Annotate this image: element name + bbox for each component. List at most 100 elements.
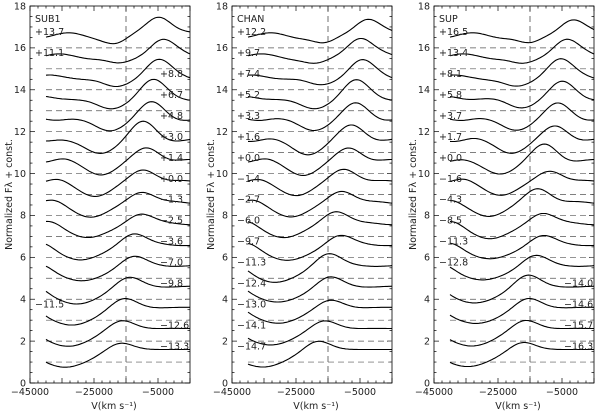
panel-title: SUP [439,14,458,25]
y-tick-label: 10 [14,169,26,180]
spectrum-series: +13.4 [439,38,595,70]
spectrum-line [247,37,393,64]
epoch-label: −1.4 [237,174,260,185]
spectrum-series: −2.7 [237,190,393,218]
x-axis-label: V(km s⁻¹) [293,401,338,412]
epoch-label: +11.1 [35,48,64,59]
epoch-label: +8.1 [439,69,462,80]
spectrum-series: +7.4 [237,59,393,91]
y-tick-label: 16 [216,43,228,54]
epoch-label: −3.6 [160,237,183,248]
x-tick-label: −45000 [213,387,251,398]
spectrum-series: −12.8 [439,254,595,281]
spectrum-series: −11.3 [237,253,393,283]
x-axis-label: V(km s⁻¹) [91,401,136,412]
epoch-label: +6.7 [160,90,183,101]
spectrum-line [449,212,595,240]
spectrum-line [247,18,393,44]
epoch-label: −6.0 [237,216,260,227]
y-tick-label: 18 [418,1,430,12]
epoch-label: +13.4 [439,48,468,59]
panel-chan: 0 2 4 6 8 10 12 14 16 18 −45000 −25000 −5000 V(km s⁻¹… [206,1,393,412]
spectrum-line [45,147,190,176]
spectrum-line [45,233,191,261]
epoch-label: −12.4 [237,279,266,290]
x-tick-label: −25000 [479,387,517,398]
spectrum-series: −9.7 [237,234,393,261]
epoch-label: −2.5 [160,216,183,227]
x-tick-label: −45000 [415,387,453,398]
spectrum-line [450,58,595,87]
spectrum-line [45,78,191,110]
y-tick-label: 14 [418,85,430,96]
spectrum-series: −12.6 [45,320,190,347]
epoch-label: +12.2 [237,27,266,38]
epoch-label: +5.8 [439,90,462,101]
spectrum-line [449,341,594,368]
spectrum-line [247,190,393,218]
x-tick-label: −5000 [344,387,376,398]
spectrum-line [45,320,190,347]
spectrum-series: −11.3 [439,234,595,260]
epoch-label: −4.3 [439,195,462,206]
y-tick-label: 2 [20,336,26,347]
spectrum-line [449,80,595,109]
y-axis-label: Normalized Fλ + const. [408,139,419,250]
spectrum-series: −4.3 [439,188,595,217]
y-tick-label: 6 [222,253,228,264]
y-tick-label: 0 [424,378,430,389]
spectrum-series: −6.0 [237,211,393,239]
spectrum-series: +1.6 [237,124,393,156]
spectrum-series: +9.7 [237,37,393,70]
spectrum-series: +1.4 [45,147,190,176]
spectrum-line [449,38,595,64]
spectrum-line [45,276,191,305]
epoch-label: −16.3 [564,341,593,352]
spectrum-series: +3.7 [439,102,595,133]
spectrum-series: +8.8 [45,58,191,91]
spectrum-series: +0.0 [237,147,392,176]
y-tick-label: 8 [20,211,26,222]
y-tick-label: 14 [216,85,228,96]
spectrum-series: −8.5 [439,212,595,240]
epoch-label: −12.8 [439,258,468,269]
spectrum-series: −14.0 [449,274,595,304]
spectrum-line [247,340,392,368]
spectrum-line [45,58,191,88]
spectrum-series: +13.7 [35,16,191,49]
y-tick-label: 18 [14,1,26,12]
x-tick-label: −25000 [277,387,315,398]
epoch-label: +16.5 [439,27,468,38]
spectrum-line [449,170,595,196]
spectrum-series: −14.7 [237,340,392,368]
epoch-label: −1.3 [160,195,183,206]
spectrum-series: +12.2 [237,18,393,49]
y-tick-label: 8 [424,211,430,222]
spectrum-line [449,143,595,175]
spectrum-series: −16.3 [449,341,594,368]
spectrum-series: +1.7 [439,125,595,154]
spectrum-series: −1.4 [237,168,393,197]
y-tick-label: 0 [222,378,228,389]
epoch-label: −2.7 [237,195,260,206]
epoch-label: −9.8 [160,279,183,290]
x-tick-label: −5000 [546,387,578,398]
spectrum-line [449,102,595,131]
spectrum-series: −12.4 [237,276,393,303]
epoch-label: −13.0 [237,299,266,310]
spectrum-line [45,191,191,218]
spectrum-line [45,342,190,368]
epoch-label: −13.3 [160,341,189,352]
y-tick-label: 16 [14,43,26,54]
y-tick-label: 2 [424,336,430,347]
spectrum-line [449,254,595,281]
spectrum-series: −9.8 [45,276,191,305]
spectrum-line [247,147,392,176]
y-tick-label: 4 [20,295,26,306]
epoch-label: +8.8 [160,69,183,80]
epoch-label: +1.7 [439,132,462,143]
spectrum-series: +8.1 [439,58,595,91]
spectrum-series: +5.2 [237,79,393,112]
epoch-label: +0.0 [160,174,183,185]
y-tick-label: 6 [424,253,430,264]
